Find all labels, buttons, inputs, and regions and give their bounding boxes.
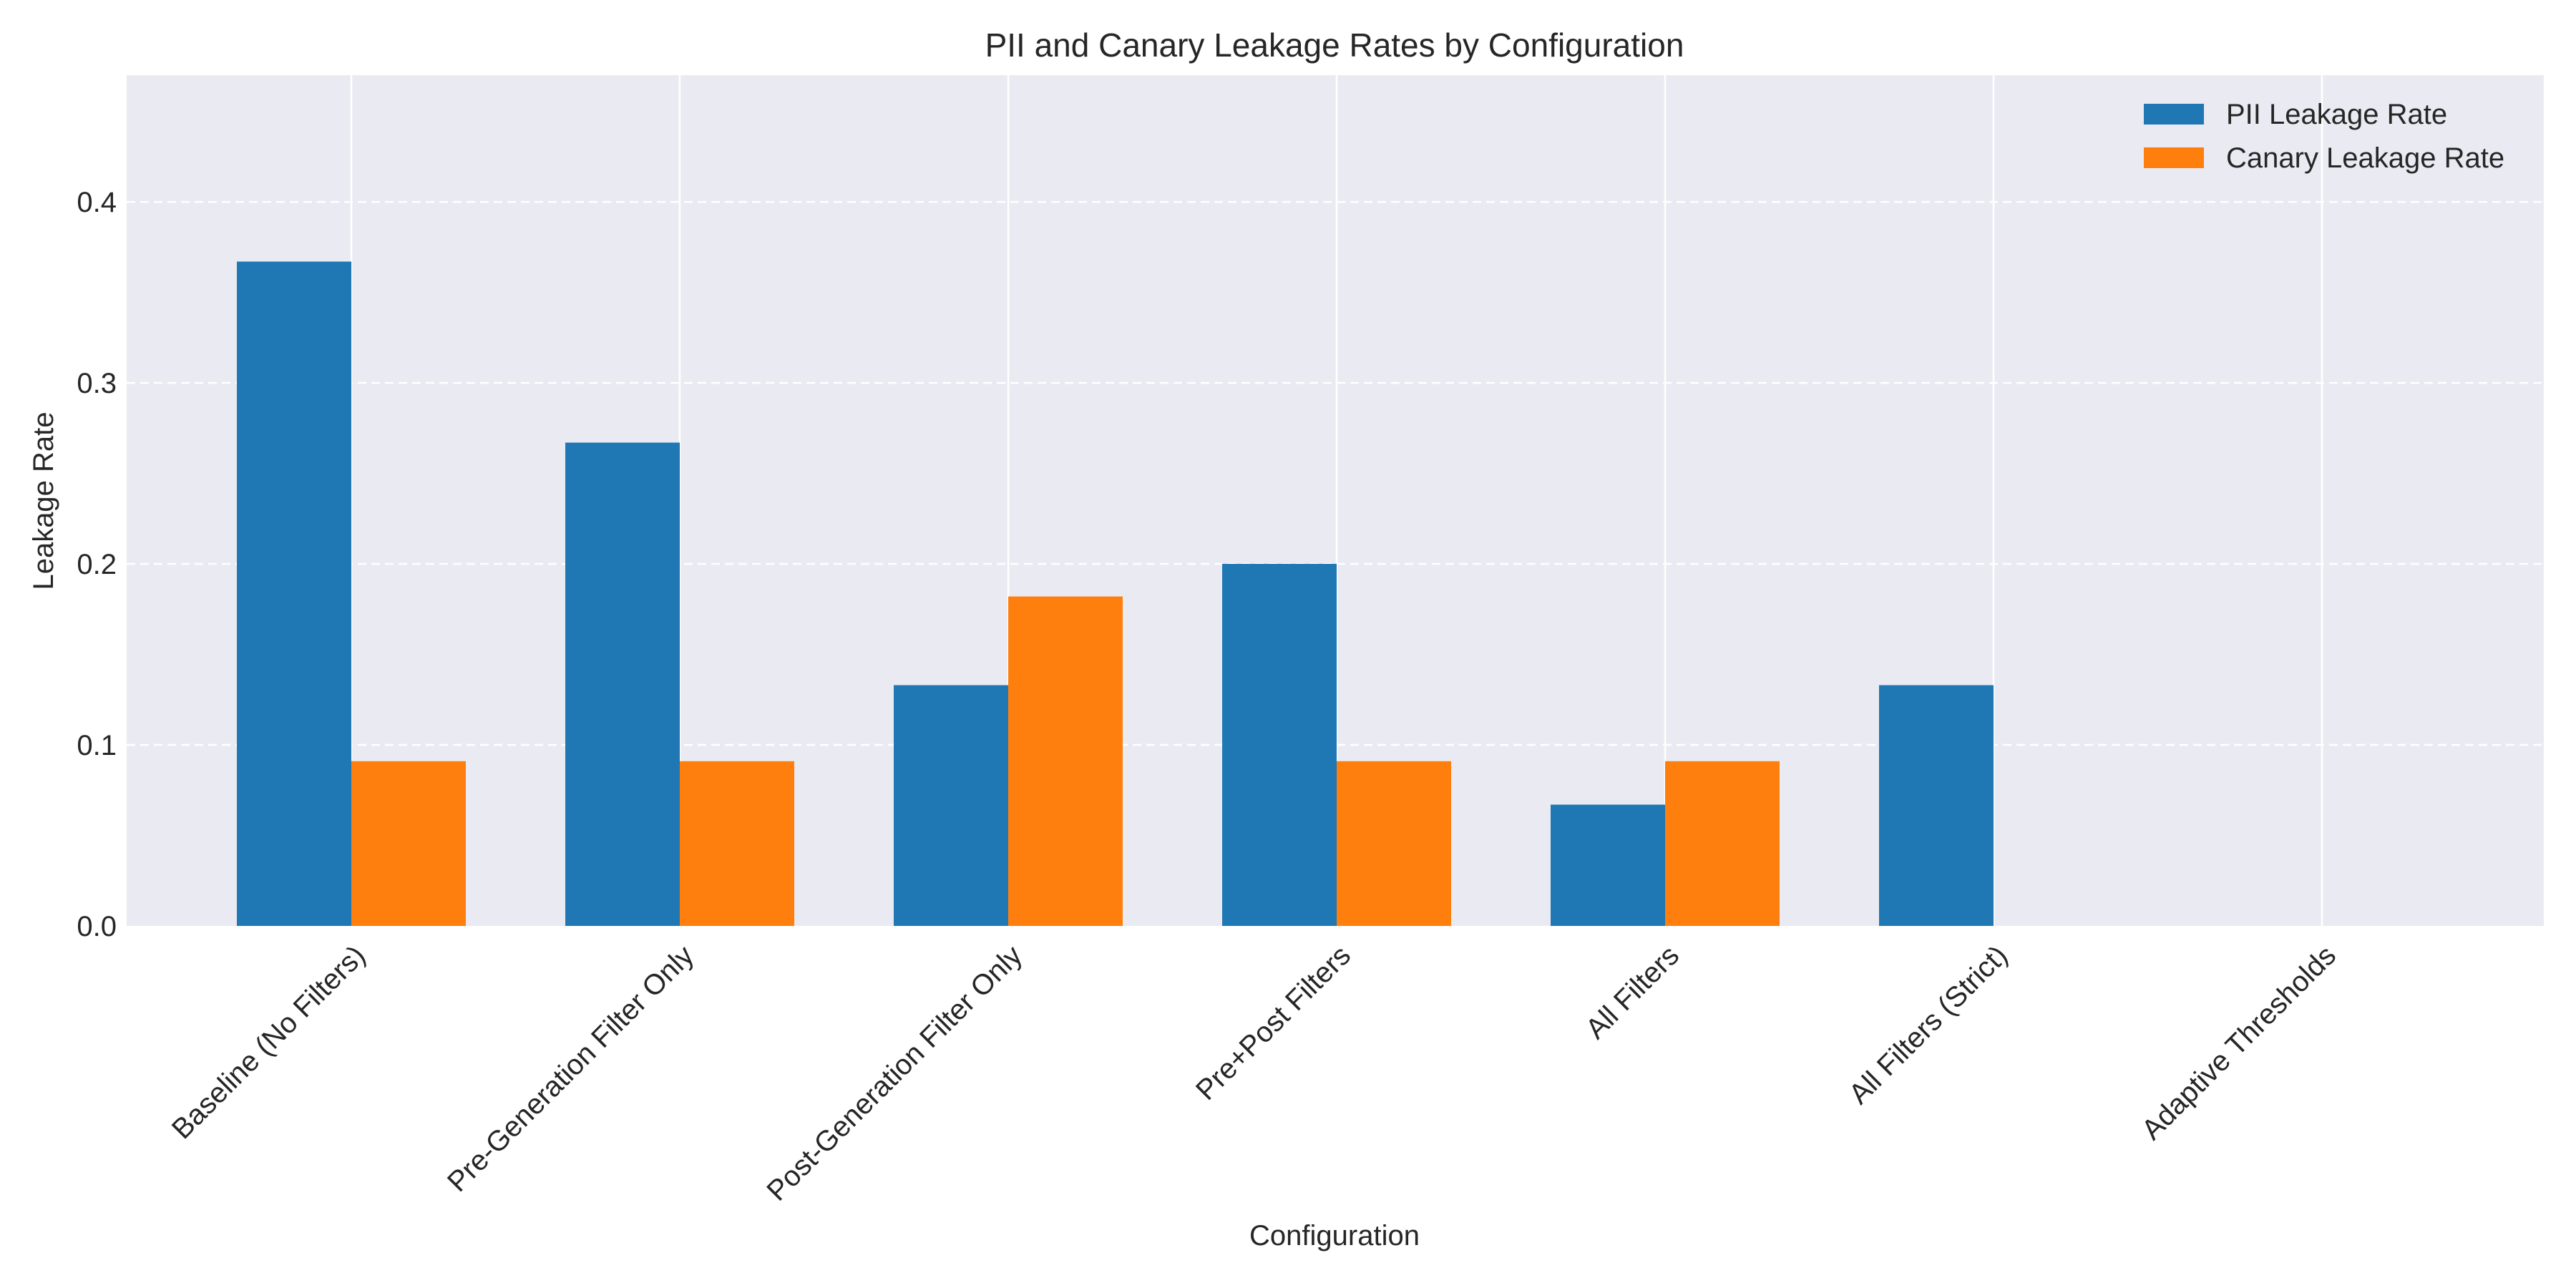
canary-bar-2 <box>680 761 794 926</box>
pii-bar-2 <box>565 442 680 926</box>
x-axis-ticks: Baseline (No Filters) Pre-Generation Filt… <box>166 940 2342 1207</box>
x-tick-label: Post-Generation Filter Only <box>761 940 1028 1207</box>
legend-label: Canary Leakage Rate <box>2226 142 2504 174</box>
x-tick-label: All Filters (Strict) <box>1843 940 2014 1111</box>
pii-bar-3 <box>894 685 1008 926</box>
x-tick-label: Baseline (No Filters) <box>166 940 371 1145</box>
canary-bar-5 <box>1665 761 1780 926</box>
legend: PII Leakage Rate Canary Leakage Rate <box>2144 99 2504 174</box>
y-tick-label: 0.3 <box>77 368 117 399</box>
pii-bar-4 <box>1222 564 1337 926</box>
canary-bar-1 <box>351 761 466 926</box>
legend-label: PII Leakage Rate <box>2226 99 2447 130</box>
x-tick-label: Pre+Post Filters <box>1190 940 1357 1106</box>
y-tick-label: 0.2 <box>77 549 117 580</box>
x-axis-label: Configuration <box>1249 1220 1420 1252</box>
bars <box>237 261 1994 926</box>
y-tick-label: 0.0 <box>77 911 117 942</box>
pii-bar-1 <box>237 261 351 926</box>
pii-bar-6 <box>1879 685 1994 926</box>
pii-bar-5 <box>1551 804 1665 926</box>
x-tick-label: Adaptive Thresholds <box>2136 940 2342 1146</box>
x-tick-label: All Filters <box>1580 940 1685 1045</box>
canary-bar-3 <box>1008 596 1123 926</box>
y-axis-ticks: 0.0 0.1 0.2 0.3 0.4 <box>77 187 117 942</box>
y-axis-label: Leakage Rate <box>28 411 59 590</box>
chart-title: PII and Canary Leakage Rates by Configur… <box>985 26 1684 64</box>
legend-swatch <box>2144 147 2204 168</box>
legend-swatch <box>2144 104 2204 125</box>
canary-bar-4 <box>1337 761 1451 926</box>
x-tick-label: Pre-Generation Filter Only <box>441 940 700 1198</box>
y-tick-label: 0.4 <box>77 187 117 218</box>
y-tick-label: 0.1 <box>77 730 117 761</box>
